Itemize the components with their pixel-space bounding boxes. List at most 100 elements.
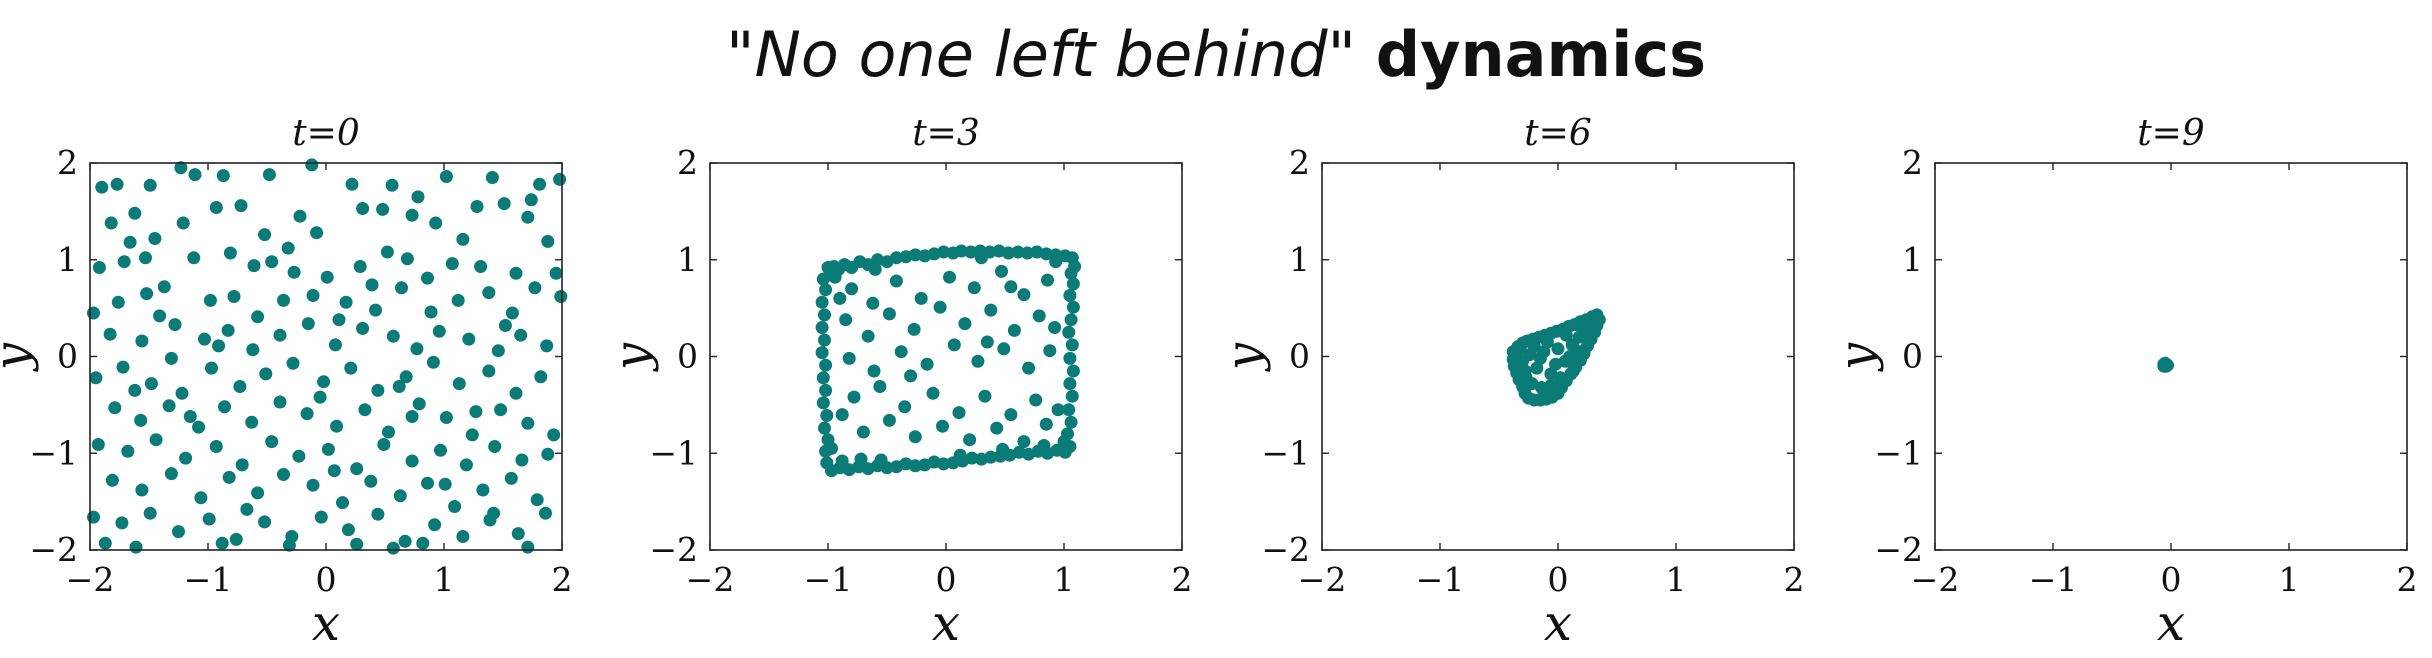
- data-point: [327, 464, 341, 478]
- y-tick-label: 1: [1289, 240, 1310, 279]
- data-point: [306, 478, 320, 492]
- data-point: [954, 244, 968, 258]
- data-point: [172, 525, 185, 539]
- data-point: [815, 295, 829, 309]
- data-point: [549, 266, 563, 280]
- data-point: [157, 280, 171, 294]
- data-point: [445, 257, 459, 271]
- data-point: [192, 420, 206, 434]
- x-tick-label: 0: [316, 560, 337, 599]
- data-point: [434, 443, 447, 457]
- data-point: [828, 270, 842, 284]
- data-point: [188, 168, 202, 182]
- data-point: [1037, 439, 1051, 452]
- x-axis-label: x: [1544, 594, 1572, 652]
- data-point: [470, 200, 484, 213]
- data-point: [1063, 351, 1077, 365]
- data-point: [819, 283, 833, 297]
- data-point: [233, 380, 247, 393]
- data-point: [908, 430, 922, 444]
- x-tick-label: 0: [1548, 560, 1569, 599]
- data-point: [937, 245, 951, 259]
- data-point: [1066, 364, 1080, 378]
- y-tick-label: 1: [677, 240, 698, 279]
- x-tick-label: 0: [936, 560, 957, 599]
- y-axis-label: y: [1216, 342, 1272, 372]
- data-point: [845, 282, 859, 296]
- data-point: [936, 419, 949, 433]
- chart-panel-3: −2 −1 0 1 2 −2 −1 0 1 2 t=9 x y: [1829, 113, 2418, 652]
- data-point: [421, 476, 434, 490]
- data-point: [835, 408, 849, 422]
- data-point: [933, 300, 947, 314]
- data-point: [505, 306, 519, 320]
- x-tick-label: 2: [1172, 560, 1193, 599]
- data-point: [498, 319, 512, 332]
- data-point: [907, 322, 921, 336]
- data-point: [820, 456, 834, 470]
- data-point: [451, 293, 465, 307]
- data-point: [234, 199, 248, 213]
- data-point: [882, 413, 896, 427]
- data-point: [320, 270, 334, 284]
- data-point: [310, 226, 324, 240]
- y-tick-label: −1: [1874, 433, 1923, 472]
- data-point: [87, 510, 100, 524]
- data-point: [393, 489, 407, 503]
- points-group: [2157, 356, 2174, 373]
- data-point: [554, 290, 568, 303]
- x-axis-label: x: [2157, 594, 2185, 652]
- data-point: [103, 327, 117, 341]
- data-point: [958, 317, 972, 331]
- data-point: [819, 383, 833, 397]
- y-tick-label: −2: [1261, 530, 1310, 569]
- data-point: [1020, 246, 1034, 260]
- data-point: [984, 303, 998, 317]
- data-point: [1551, 342, 1565, 356]
- data-point: [873, 380, 887, 393]
- data-point: [330, 419, 344, 433]
- data-point: [995, 264, 1008, 278]
- data-point: [229, 532, 243, 546]
- data-point: [476, 483, 490, 497]
- data-point: [247, 259, 261, 273]
- data-point: [541, 447, 555, 461]
- data-point: [1519, 371, 1533, 385]
- data-point: [123, 235, 137, 249]
- data-point: [452, 377, 466, 391]
- data-point: [1051, 403, 1065, 417]
- data-point: [842, 351, 856, 365]
- data-point: [395, 281, 408, 295]
- data-point: [833, 291, 847, 305]
- data-point: [386, 329, 400, 343]
- data-point: [533, 177, 547, 191]
- data-point: [174, 161, 188, 175]
- data-point: [187, 251, 201, 265]
- data-point: [259, 367, 273, 381]
- data-point: [301, 317, 315, 331]
- data-point: [1017, 435, 1031, 449]
- data-point: [143, 506, 157, 520]
- data-point: [1039, 247, 1053, 261]
- y-tick-label: 2: [677, 143, 698, 182]
- data-point: [509, 266, 523, 280]
- data-point: [258, 515, 272, 529]
- data-point: [104, 216, 118, 230]
- data-point: [1586, 312, 1600, 326]
- x-tick-label: 2: [2397, 560, 2418, 599]
- data-point: [273, 328, 287, 342]
- data-point: [277, 468, 290, 481]
- data-point: [148, 232, 162, 245]
- data-point: [1002, 246, 1015, 260]
- data-point: [1566, 364, 1580, 378]
- x-tick-label: 1: [1666, 560, 1687, 599]
- data-point: [202, 512, 216, 526]
- data-point: [918, 458, 932, 472]
- data-point: [459, 458, 473, 472]
- data-point: [541, 234, 555, 248]
- data-point: [382, 425, 395, 439]
- data-point: [1039, 417, 1053, 431]
- data-point: [1063, 289, 1077, 302]
- y-tick-label: 0: [1289, 337, 1310, 376]
- data-point: [974, 251, 988, 265]
